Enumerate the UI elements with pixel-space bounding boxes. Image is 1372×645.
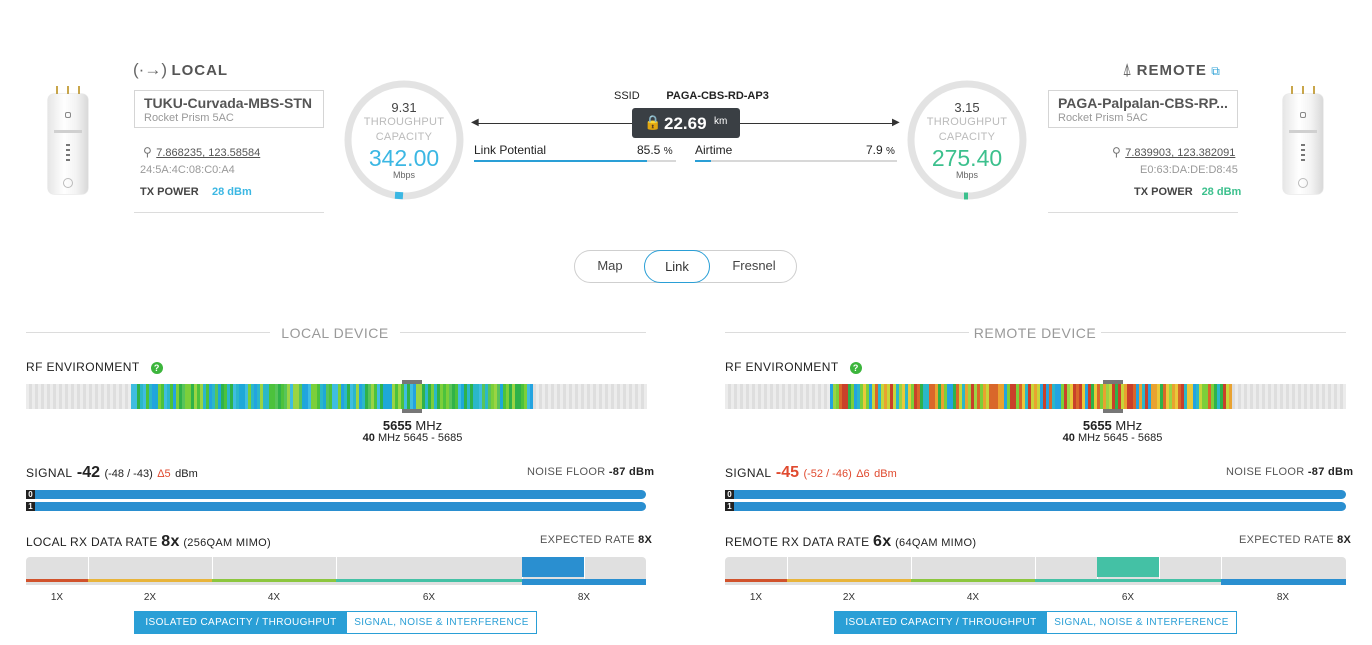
location-pin-icon: ⚲ bbox=[143, 145, 152, 159]
local-channel-marker-top bbox=[402, 380, 422, 384]
tick-label: 1X bbox=[749, 592, 763, 603]
ssid-value: PAGA-CBS-RD-AP3 bbox=[666, 90, 769, 102]
remote-device-model: Rocket Prism 5AC bbox=[1058, 112, 1148, 124]
link-potential-label: Link Potential bbox=[474, 143, 547, 157]
remote-rf-environment-label: RF ENVIRONMENT ? bbox=[725, 360, 862, 374]
remote-channel-marker-top bbox=[1103, 380, 1123, 384]
local-chain0-tag: 0 bbox=[26, 490, 35, 499]
link-arrow-right bbox=[740, 123, 894, 124]
tab-map[interactable]: Map bbox=[597, 258, 623, 273]
local-rx-rate: LOCAL RX DATA RATE 8x (256QAM MIMO) bbox=[26, 533, 271, 550]
remote-chain1-tag: 1 bbox=[725, 502, 734, 511]
remote-signal: SIGNAL -45 (-52 / -46) Δ6 dBm bbox=[725, 464, 897, 481]
remote-throughput-gauge: 3.15 THROUGHPUT CAPACITY 275.40 Mbps bbox=[906, 79, 1028, 201]
tick-label: 6X bbox=[1121, 592, 1135, 603]
local-spectrum bbox=[26, 384, 647, 409]
tab-isolated-capacity[interactable]: ISOLATED CAPACITY / THROUGHPUT bbox=[135, 612, 347, 633]
remote-device-section-title: REMOTE DEVICE bbox=[973, 325, 1097, 341]
local-device-image bbox=[48, 86, 88, 196]
antenna-tower-icon: ⍋ bbox=[1122, 60, 1133, 79]
local-device-model: Rocket Prism 5AC bbox=[144, 112, 234, 124]
local-throughput-gauge: 9.31 THROUGHPUT CAPACITY 342.00 Mbps bbox=[343, 79, 465, 201]
tick-label: 2X bbox=[143, 592, 157, 603]
remote-view-tabs: ISOLATED CAPACITY / THROUGHPUT SIGNAL, N… bbox=[834, 611, 1237, 634]
airtime-label: Airtime bbox=[695, 143, 733, 157]
external-link-icon[interactable]: ⧉ bbox=[1211, 64, 1220, 78]
local-location[interactable]: ⚲ 7.868235, 123.58584 bbox=[143, 143, 260, 161]
broadcast-icon: (·→) bbox=[133, 60, 167, 79]
tick-label: 8X bbox=[577, 592, 591, 603]
link-arrow-left bbox=[478, 123, 632, 124]
tab-fresnel[interactable]: Fresnel bbox=[732, 258, 776, 273]
remote-channel-marker-bottom bbox=[1103, 409, 1123, 413]
remote-frequency: 5655 MHz bbox=[1082, 418, 1143, 433]
tab-signal-noise[interactable]: SIGNAL, NOISE & INTERFERENCE bbox=[1047, 612, 1236, 633]
local-chain1-bar bbox=[35, 502, 646, 511]
remote-rate-active-cell bbox=[1097, 557, 1159, 577]
link-distance-badge: 🔒 22.69 km bbox=[632, 108, 740, 138]
arrow-left-icon: ◀ bbox=[471, 117, 479, 128]
remote-mac: E0:63:DA:DE:D8:45 bbox=[1140, 164, 1238, 176]
remote-title: ⍋ REMOTE ⧉ bbox=[1122, 60, 1220, 79]
remote-device-name: PAGA-Palpalan-CBS-RP... bbox=[1058, 95, 1228, 111]
airtime-bar bbox=[695, 160, 711, 162]
help-icon[interactable]: ? bbox=[150, 362, 163, 374]
tab-signal-noise[interactable]: SIGNAL, NOISE & INTERFERENCE bbox=[347, 612, 536, 633]
remote-location[interactable]: ⚲ 7.839903, 123.382091 bbox=[1112, 143, 1235, 161]
remote-rx-rate: REMOTE RX DATA RATE 6x (64QAM MIMO) bbox=[725, 533, 977, 550]
link-potential-bar bbox=[474, 160, 647, 162]
local-coords[interactable]: 7.868235, 123.58584 bbox=[156, 147, 261, 159]
remote-expected-rate: EXPECTED RATE 8X bbox=[1239, 534, 1352, 546]
local-rate-active-cell bbox=[522, 557, 584, 577]
local-frequency: 5655 MHz bbox=[382, 418, 443, 433]
local-device-name: TUKU-Curvada-MBS-STN bbox=[144, 95, 312, 111]
remote-noise-floor: NOISE FLOOR -87 dBm bbox=[1226, 466, 1354, 478]
remote-device-image bbox=[1283, 86, 1323, 196]
local-rf-environment-label: RF ENVIRONMENT ? bbox=[26, 360, 163, 374]
local-chain0-bar bbox=[35, 490, 646, 499]
local-chain1-tag: 1 bbox=[26, 502, 35, 511]
remote-chain0-tag: 0 bbox=[725, 490, 734, 499]
remote-spectrum bbox=[725, 384, 1346, 409]
view-switcher: Map Link Fresnel bbox=[574, 250, 797, 283]
location-pin-icon: ⚲ bbox=[1112, 145, 1121, 159]
airtime-value: 7.9 % bbox=[866, 143, 895, 157]
remote-divider bbox=[1048, 212, 1238, 213]
local-channel-width: 40 MHz 5645 - 5685 bbox=[362, 432, 463, 444]
remote-chain0-bar bbox=[734, 490, 1346, 499]
tab-link[interactable]: Link bbox=[644, 250, 710, 283]
remote-device-name-box[interactable]: PAGA-Palpalan-CBS-RP... Rocket Prism 5AC bbox=[1048, 90, 1238, 128]
tick-label: 8X bbox=[1276, 592, 1290, 603]
local-channel-marker-bottom bbox=[402, 409, 422, 413]
remote-tx-power: TX POWER 28 dBm bbox=[1134, 186, 1242, 198]
local-tx-power: TX POWER 28 dBm bbox=[140, 186, 252, 198]
local-mac: 24:5A:4C:08:C0:A4 bbox=[140, 164, 235, 176]
local-signal: SIGNAL -42 (-48 / -43) Δ5 dBm bbox=[26, 464, 198, 481]
link-potential-value: 85.5 % bbox=[637, 143, 673, 157]
ssid-row: SSID PAGA-CBS-RD-AP3 bbox=[614, 90, 769, 102]
remote-chain1-bar bbox=[734, 502, 1346, 511]
local-noise-floor: NOISE FLOOR -87 dBm bbox=[527, 466, 655, 478]
tick-label: 6X bbox=[422, 592, 436, 603]
arrow-right-icon: ▶ bbox=[892, 117, 900, 128]
remote-channel-width: 40 MHz 5645 - 5685 bbox=[1062, 432, 1163, 444]
local-expected-rate: EXPECTED RATE 8X bbox=[540, 534, 653, 546]
help-icon[interactable]: ? bbox=[849, 362, 862, 374]
local-device-name-box[interactable]: TUKU-Curvada-MBS-STN Rocket Prism 5AC bbox=[134, 90, 324, 128]
lock-icon: 🔒 bbox=[644, 114, 662, 130]
remote-coords[interactable]: 7.839903, 123.382091 bbox=[1125, 147, 1236, 159]
tick-label: 2X bbox=[842, 592, 856, 603]
tab-isolated-capacity[interactable]: ISOLATED CAPACITY / THROUGHPUT bbox=[835, 612, 1047, 633]
local-view-tabs: ISOLATED CAPACITY / THROUGHPUT SIGNAL, N… bbox=[134, 611, 537, 634]
local-device-section-title: LOCAL DEVICE bbox=[281, 325, 389, 341]
tick-label: 4X bbox=[267, 592, 281, 603]
local-divider bbox=[134, 212, 324, 213]
local-title: (·→) LOCAL bbox=[133, 60, 229, 79]
tick-label: 1X bbox=[50, 592, 64, 603]
tick-label: 4X bbox=[966, 592, 980, 603]
